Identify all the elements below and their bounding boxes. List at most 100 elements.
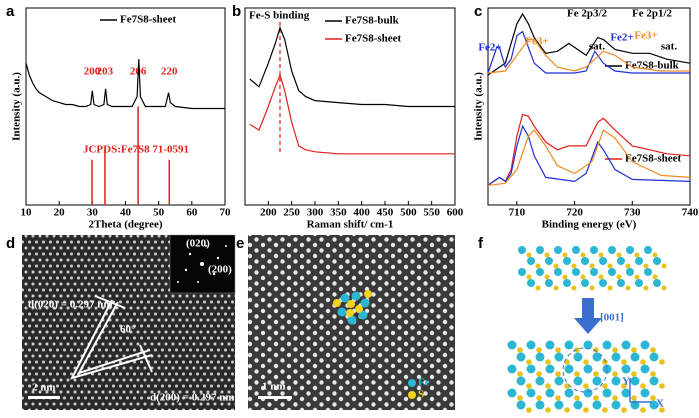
series-line [249, 25, 455, 108]
fe-atom [545, 257, 553, 265]
s-atom [562, 252, 568, 258]
fe-atom [653, 279, 661, 287]
fe-atom [611, 376, 621, 386]
s-atom [517, 371, 523, 377]
fe-atom [640, 388, 650, 398]
legend-label: Fe7S8-sheet [120, 14, 177, 26]
x-tick-label: 300 [307, 207, 324, 219]
unit-ring [562, 347, 608, 393]
fe-atom [621, 364, 631, 374]
plot-frame [487, 7, 691, 206]
image-label: [001] [600, 312, 624, 324]
s-atom [526, 383, 532, 389]
s-atom [536, 395, 542, 401]
s-atom [589, 285, 595, 291]
fe-atom [507, 364, 517, 374]
x-tick-label: 500 [400, 207, 417, 219]
fe-atom [599, 257, 607, 265]
panel-letter: f [478, 235, 484, 252]
fe-atom [590, 268, 598, 276]
s-atom [631, 371, 637, 377]
series-line [249, 73, 455, 155]
s-atom [580, 252, 586, 258]
s-atom [640, 407, 646, 413]
s-atom [661, 285, 667, 291]
panel-letter: c [474, 3, 482, 20]
s-atom [535, 285, 541, 291]
x-tick-label: 30 [87, 207, 99, 219]
annotation: sat. [661, 41, 677, 53]
s-atom [602, 407, 608, 413]
fe-atom [611, 400, 621, 410]
s-atom [621, 359, 627, 365]
s-atom [536, 347, 542, 353]
fe-atom [526, 364, 536, 374]
fe-atom [649, 352, 659, 362]
s-atom [621, 383, 627, 389]
x-tick-label: 20 [54, 207, 66, 219]
s-atom [607, 263, 613, 269]
fe-atom [626, 246, 634, 254]
fe-atom [554, 376, 564, 386]
fe-atom [545, 279, 553, 287]
s-atom [659, 359, 665, 365]
fe-atom [526, 388, 536, 398]
series-line [487, 113, 691, 186]
axes-arrows [629, 378, 652, 403]
panel-letter: e [236, 235, 244, 252]
x-tick-label: 40 [120, 207, 132, 219]
y-axis-label: Intensity (a.u.) [11, 72, 23, 141]
image-label: S [418, 389, 424, 401]
angle-lines [70, 295, 153, 380]
s-atom [583, 359, 589, 365]
x-tick-label: 70 [220, 207, 232, 219]
fe-atom [592, 352, 602, 362]
s-atom [612, 371, 618, 377]
panel-letter: b [232, 3, 241, 20]
x-tick-label: 710 [509, 207, 526, 219]
s-atom [544, 252, 550, 258]
s-atom [583, 407, 589, 413]
s-atom [589, 263, 595, 269]
fe-atom [573, 400, 583, 410]
fe-atom [518, 268, 526, 276]
fe-atom [554, 400, 564, 410]
legend-label: Fe7S8-bulk [345, 15, 400, 27]
s-atom [553, 263, 559, 269]
s-atom [536, 371, 542, 377]
series-line [487, 12, 691, 76]
s-atom [602, 383, 608, 389]
fe-atom [630, 376, 640, 386]
fe-atom [554, 352, 564, 362]
s-atom [634, 274, 640, 280]
image-label: d(200) = 0.297 nm [150, 392, 235, 404]
fe-atom [583, 388, 593, 398]
fe-atom [599, 279, 607, 287]
s-atom [650, 347, 656, 353]
panel-letter: d [6, 235, 15, 252]
image-label: 60° [120, 324, 135, 336]
x-tick-label: 200 [260, 207, 277, 219]
peak-label: 203 [97, 66, 114, 78]
annotation: sat. [589, 41, 605, 53]
fe-atom [564, 340, 574, 350]
s-atom [545, 383, 551, 389]
fe-atom [527, 279, 535, 287]
image-label: (200) [208, 264, 232, 276]
s-atom [545, 407, 551, 413]
x-tick-label: 550 [423, 207, 440, 219]
reference-label: JCPDS:Fe7S8 71-0591 [83, 144, 189, 156]
fe-atom [583, 364, 593, 374]
fe-atom [535, 376, 545, 386]
x-tick-label: 720 [566, 207, 583, 219]
annotation: Fe 2p3/2 [567, 8, 608, 20]
fe-atom [527, 257, 535, 265]
s-atom [650, 371, 656, 377]
panel-letter: a [6, 3, 15, 20]
fe-atom [563, 257, 571, 265]
s-key [408, 391, 416, 399]
s-atom [593, 395, 599, 401]
image-label: Y [622, 376, 630, 388]
s-atom [631, 395, 637, 401]
fe-atom [635, 257, 643, 265]
